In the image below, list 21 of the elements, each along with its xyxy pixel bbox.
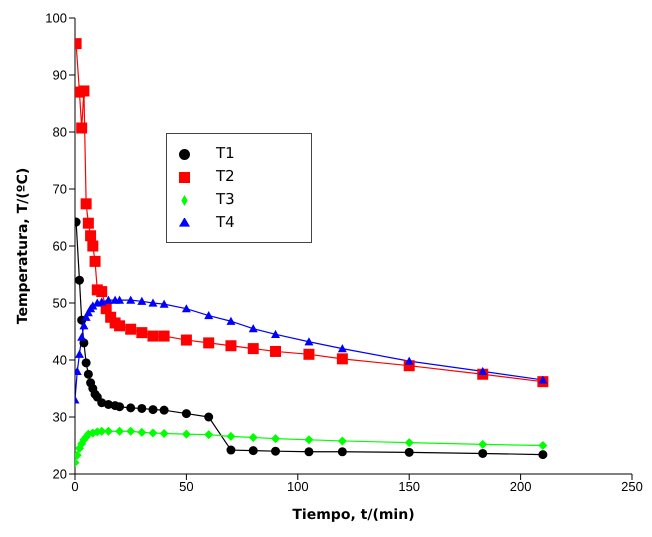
x-axis-title: Tiempo, t/(min) <box>292 507 415 523</box>
y-tick-label: 40 <box>52 352 67 368</box>
legend-label: T1 <box>216 144 235 162</box>
y-tick-label: 60 <box>52 238 67 254</box>
y-axis-title: Temperatura, T/(ºC) <box>14 168 31 324</box>
y-tick-label: 70 <box>52 182 67 197</box>
x-tick-label: 0 <box>71 479 79 494</box>
legend-label: T3 <box>216 190 235 208</box>
y-tick-label: 50 <box>52 296 67 311</box>
x-tick-label: 100 <box>286 479 309 494</box>
y-tick-label: 80 <box>52 124 67 140</box>
legend-label: T2 <box>216 167 235 185</box>
y-tick-label: 90 <box>52 68 67 83</box>
x-tick-label: 150 <box>398 479 420 494</box>
y-tick-label: 30 <box>52 410 67 425</box>
y-tick-label: 20 <box>52 466 67 482</box>
legend-label: T4 <box>216 213 235 231</box>
x-tick-label: 200 <box>510 479 532 494</box>
x-tick-label: 50 <box>179 479 194 494</box>
x-tick-label: 250 <box>621 479 643 494</box>
y-tick-label: 100 <box>45 10 67 26</box>
